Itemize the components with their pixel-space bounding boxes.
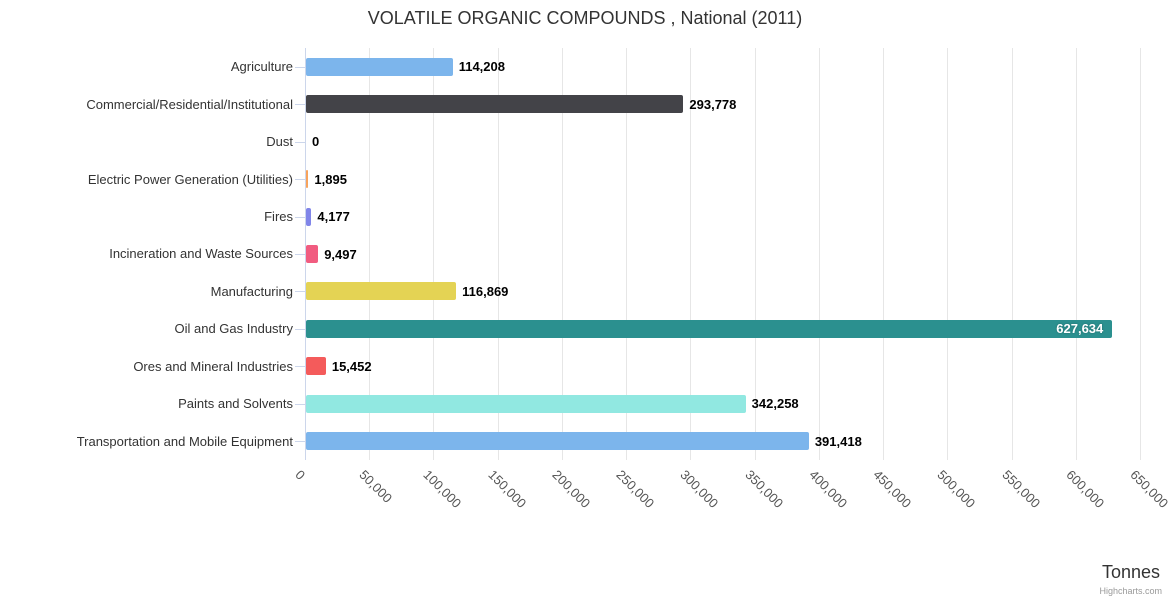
gridline: [1140, 48, 1141, 460]
gridline: [369, 48, 371, 460]
category-tick-mark: [295, 179, 305, 181]
category-tick-mark: [295, 328, 305, 330]
value-label: 9,497: [324, 246, 357, 262]
category-tick-mark: [295, 141, 305, 143]
category-tick-mark: [295, 403, 305, 405]
x-axis-tick-label: 100,000: [420, 467, 465, 511]
value-label: 391,418: [814, 433, 862, 449]
value-label: 1,895: [314, 171, 347, 187]
category-label: Paints and Solvents: [178, 396, 293, 412]
category-label: Fires: [264, 209, 293, 225]
x-axis-tick-label: 650,000: [1127, 467, 1170, 511]
gridline: [883, 48, 885, 460]
gridline: [1011, 48, 1013, 460]
bar-oil-and-gas-industry[interactable]: [306, 319, 1113, 338]
gridline: [690, 48, 692, 460]
category-label: Commercial/Residential/Institutional: [86, 96, 293, 112]
x-axis-tick-label: 300,000: [677, 467, 722, 511]
gridline: [497, 48, 499, 460]
bar-agriculture[interactable]: [306, 57, 453, 76]
x-axis-tick-label: 250,000: [613, 467, 658, 511]
bar-fires[interactable]: [306, 207, 312, 226]
bar-electric-power-generation-utilities-[interactable]: [306, 170, 309, 189]
value-label: 0: [312, 134, 320, 150]
category-label: Agriculture: [230, 59, 293, 75]
gridline: [947, 48, 949, 460]
x-axis-tick-label: 450,000: [870, 467, 915, 511]
bar-paints-and-solvents[interactable]: [306, 394, 746, 413]
bar-incineration-and-waste-sources[interactable]: [306, 245, 319, 263]
x-axis-title: Tonnes: [1101, 562, 1160, 582]
x-axis-tick-label: 500,000: [934, 467, 979, 511]
x-axis-tick-label: 550,000: [998, 467, 1043, 511]
category-label: Dust: [266, 134, 293, 150]
bar-ores-and-mineral-industries[interactable]: [306, 357, 326, 376]
x-axis-tick-label: 50,000: [356, 467, 396, 506]
category-tick-mark: [295, 216, 305, 218]
category-tick-mark: [295, 291, 305, 293]
gridline: [433, 48, 435, 460]
gridline: [754, 48, 756, 460]
category-label: Incineration and Waste Sources: [109, 246, 293, 262]
bar-manufacturing[interactable]: [306, 282, 457, 301]
value-label: 293,778: [689, 96, 737, 112]
gridline: [1075, 48, 1077, 460]
category-axis-line: [305, 48, 306, 460]
gridline: [818, 48, 820, 460]
category-label: Oil and Gas Industry: [174, 321, 294, 337]
gridline: [626, 48, 628, 460]
bar-transportation-and-mobile-equipment[interactable]: [306, 432, 809, 451]
category-label: Manufacturing: [210, 283, 293, 299]
category-tick-mark: [295, 441, 305, 443]
x-axis-tick-label: 350,000: [742, 467, 786, 511]
category-tick-mark: [295, 366, 305, 368]
gridline: [561, 48, 563, 460]
value-label: 4,177: [317, 209, 350, 225]
value-label: 114,208: [458, 59, 505, 75]
value-label: 15,452: [331, 358, 372, 374]
category-label: Electric Power Generation (Utilities): [87, 171, 293, 187]
value-label: 342,258: [751, 396, 799, 412]
x-axis-tick-label: 600,000: [1063, 467, 1107, 511]
value-label: 116,869: [462, 283, 509, 299]
x-axis-tick-label: 200,000: [549, 467, 594, 511]
highcharts-credits-link[interactable]: Highcharts.com: [1099, 586, 1162, 596]
category-label: Ores and Mineral Industries: [133, 358, 293, 374]
category-tick-mark: [295, 254, 305, 255]
x-axis-tick-label: 0: [292, 467, 309, 483]
x-axis-tick-label: 150,000: [485, 467, 529, 511]
bar-commercial-residential-institutional[interactable]: [306, 95, 684, 114]
x-axis-tick-label: 400,000: [806, 467, 851, 511]
chart-title: VOLATILE ORGANIC COMPOUNDS , National (2…: [367, 8, 803, 28]
category-tick-mark: [295, 104, 305, 106]
category-label: Transportation and Mobile Equipment: [76, 433, 293, 449]
value-label: 627,634: [1056, 321, 1104, 337]
category-tick-mark: [295, 66, 305, 68]
